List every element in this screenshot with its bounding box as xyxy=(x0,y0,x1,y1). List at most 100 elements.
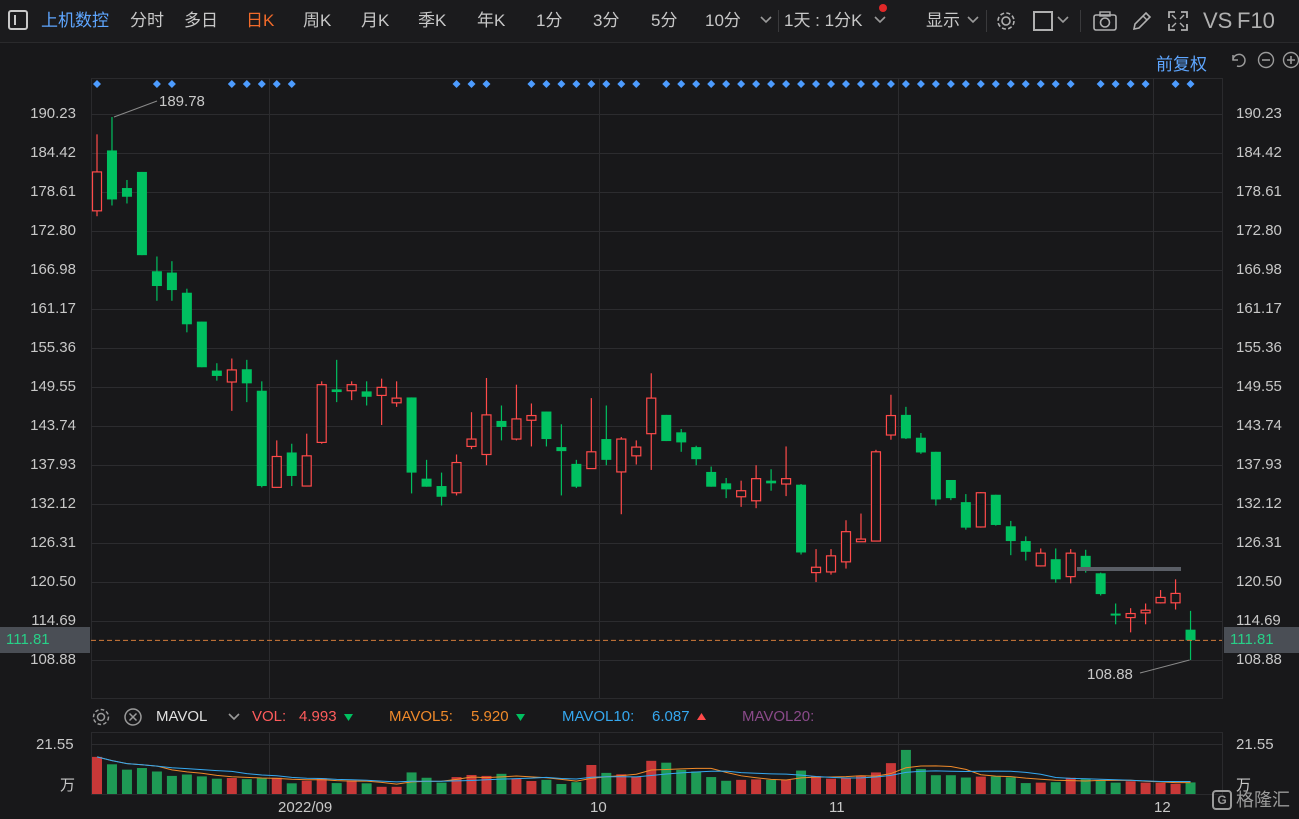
period-tab-weekly-k[interactable]: 周K xyxy=(303,11,332,30)
price-tick-left: 184.42 xyxy=(30,143,76,161)
signal-marker-icon xyxy=(542,80,551,88)
candle-body-down xyxy=(1050,559,1061,580)
volume-bar xyxy=(301,780,312,794)
candle-body-down xyxy=(181,292,192,325)
watermark-logo-icon: G xyxy=(1212,790,1232,810)
volume-bar xyxy=(1110,782,1121,794)
period-tab-daily-k[interactable]: 日K xyxy=(246,11,275,30)
period-tab-1min[interactable]: 1分 xyxy=(536,11,563,30)
mavol10-line xyxy=(96,756,1191,783)
volume-bar xyxy=(601,772,612,794)
volume-bar xyxy=(915,768,926,794)
indicator-name[interactable]: MAVOL xyxy=(156,708,208,725)
f10-button[interactable]: F10 xyxy=(1237,8,1275,33)
period-tab-yearly-k[interactable]: 年K xyxy=(477,11,506,30)
chevron-down-icon[interactable] xyxy=(228,712,240,722)
signal-marker-icon xyxy=(722,80,731,88)
volume-bar xyxy=(736,779,747,794)
period-tab-intraday[interactable]: 分时 xyxy=(130,11,164,30)
signal-marker-icon xyxy=(1096,80,1105,88)
candle-body-up xyxy=(736,490,747,498)
signal-marker-icon xyxy=(617,80,626,88)
candle-body-down xyxy=(1185,629,1196,641)
volume-bar xyxy=(721,780,732,794)
zoom-out-icon[interactable] xyxy=(1257,51,1275,69)
signal-marker-icon xyxy=(901,80,910,88)
chevron-down-icon[interactable] xyxy=(874,15,886,25)
volume-bar xyxy=(511,778,522,794)
volume-bar xyxy=(421,777,432,794)
signal-marker-icon xyxy=(272,80,281,88)
camera-icon[interactable] xyxy=(1093,11,1117,31)
candle-body-up xyxy=(840,531,852,563)
price-tick-right: 120.50 xyxy=(1236,573,1282,590)
signal-marker-icon xyxy=(632,80,641,88)
candle-body-down xyxy=(661,414,672,442)
price-tick-right: 184.42 xyxy=(1236,143,1282,161)
candle-body-down xyxy=(556,447,567,452)
signal-marker-icon xyxy=(467,80,476,88)
price-tick-right: 126.31 xyxy=(1236,534,1282,551)
candle-body-down xyxy=(361,391,372,397)
volume-bar xyxy=(92,756,102,794)
signal-marker-icon xyxy=(752,80,761,88)
x-label-dec: 12 xyxy=(1154,799,1171,816)
candle-body-up xyxy=(376,386,387,397)
price-tick-left: 137.93 xyxy=(30,456,76,474)
volume-bar xyxy=(975,776,986,794)
candle-body-down xyxy=(766,480,777,484)
indicator-settings-icon[interactable] xyxy=(91,707,111,727)
price-plot-frame xyxy=(91,78,1223,699)
current-price-tag-right: 111.81 xyxy=(1224,627,1299,653)
volume-bar xyxy=(855,775,866,794)
period-tab-quarterly-k[interactable]: 季K xyxy=(418,11,447,30)
undo-icon[interactable] xyxy=(1229,51,1247,69)
chevron-down-icon[interactable] xyxy=(760,15,772,25)
sidebar-toggle-icon[interactable] xyxy=(8,10,28,30)
period-tab-monthly-k[interactable]: 月K xyxy=(361,11,390,30)
volume-unit-right: 万 xyxy=(1236,777,1252,794)
volume-bar xyxy=(391,786,402,794)
period-tab-multiday[interactable]: 多日 xyxy=(184,11,218,30)
period-tab-3min[interactable]: 3分 xyxy=(593,11,620,30)
layout-square-icon[interactable] xyxy=(1033,11,1053,31)
price-tick-left: 172.80 xyxy=(30,221,76,239)
signal-marker-icon xyxy=(677,80,686,88)
volume-bar xyxy=(136,768,147,794)
stock-name[interactable]: 上机数控 xyxy=(41,11,109,30)
volume-bar xyxy=(796,770,807,794)
period-tab-5min[interactable]: 5分 xyxy=(651,11,678,30)
fullscreen-icon[interactable] xyxy=(1167,10,1189,32)
up-arrow-icon xyxy=(697,713,706,720)
settings-gear-icon[interactable] xyxy=(995,10,1017,32)
candle-body-down xyxy=(945,479,956,499)
candle-body-down xyxy=(541,411,552,440)
price-tick-right: 108.88 xyxy=(1236,651,1282,668)
period-tab-10min[interactable]: 10分 xyxy=(705,11,741,30)
indicator-close-icon[interactable] xyxy=(123,707,143,727)
candle-body-down xyxy=(106,150,117,200)
signal-marker-icon xyxy=(767,80,776,88)
combo-period-select[interactable]: 1天 : 1分K xyxy=(784,11,863,30)
candle-body-down xyxy=(421,478,432,487)
signal-marker-icon xyxy=(662,80,671,88)
display-menu[interactable]: 显示 xyxy=(926,11,960,30)
candle-body-down xyxy=(151,271,162,287)
volume-bar xyxy=(1005,777,1016,794)
candle-body-down xyxy=(1020,541,1031,552)
pencil-draw-icon[interactable] xyxy=(1131,10,1153,32)
vs-compare-button[interactable]: VS xyxy=(1203,8,1233,33)
candle-body-up xyxy=(751,478,762,502)
chevron-down-icon[interactable] xyxy=(967,15,979,25)
price-adjust-label[interactable]: 前复权 xyxy=(1156,55,1207,74)
volume-bar xyxy=(106,764,117,794)
chevron-down-icon[interactable] xyxy=(1057,15,1069,25)
signal-marker-icon xyxy=(587,80,596,88)
current-price-right: 111.81 xyxy=(1230,631,1274,648)
signal-marker-icon xyxy=(557,80,566,88)
candle-body-up xyxy=(316,384,327,444)
signal-marker-icon xyxy=(1186,80,1195,88)
volume-bar xyxy=(616,774,627,794)
candle-body-down xyxy=(706,471,717,487)
